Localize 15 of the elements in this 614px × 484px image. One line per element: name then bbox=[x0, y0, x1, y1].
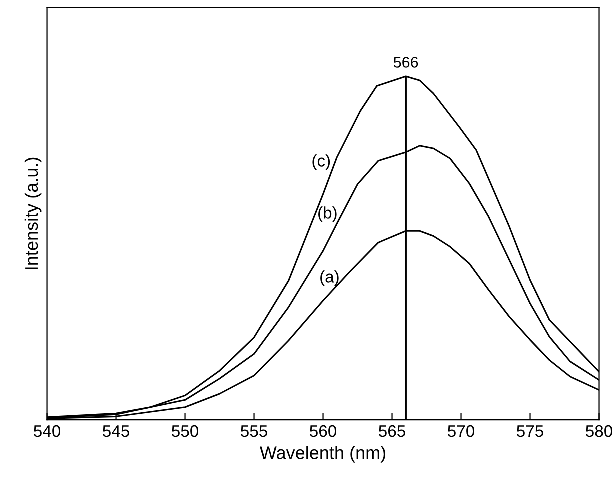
x-tick-label: 565 bbox=[379, 425, 406, 438]
x-tick-label: 560 bbox=[310, 425, 337, 438]
x-tick-label: 550 bbox=[172, 425, 199, 438]
x-tick-label: 555 bbox=[241, 426, 268, 438]
y-axis-title: Intensity (a.u.) bbox=[24, 158, 42, 270]
x-tick-label: 540 bbox=[34, 425, 61, 438]
series-label: (c) bbox=[312, 154, 330, 170]
series-label: (a) bbox=[320, 270, 339, 286]
x-tick-label: 580 bbox=[586, 425, 613, 438]
ref-line-label: 566 bbox=[394, 57, 418, 68]
x-tick-label: 570 bbox=[448, 425, 475, 438]
x-axis-title: Wavelenth (nm) bbox=[260, 446, 386, 463]
x-tick-label: 575 bbox=[517, 426, 544, 438]
series-label: (b) bbox=[318, 206, 337, 222]
x-tick-label: 545 bbox=[103, 426, 130, 438]
